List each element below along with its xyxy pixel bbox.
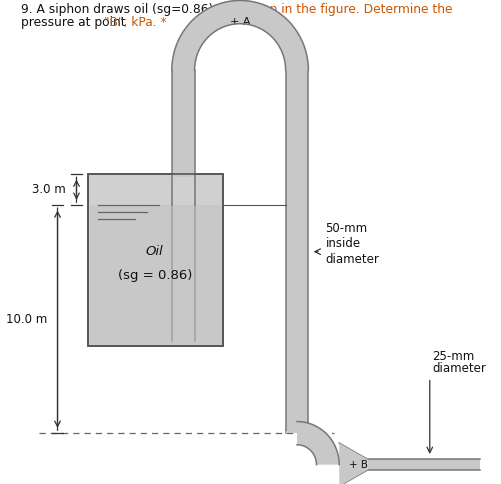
Text: 9. A siphon draws oil (sg=0.86): 9. A siphon draws oil (sg=0.86)	[21, 3, 216, 16]
Bar	[88, 174, 223, 346]
Text: diameter: diameter	[432, 362, 486, 375]
Bar	[88, 174, 223, 346]
Polygon shape	[172, 0, 309, 70]
Text: pressure at point: pressure at point	[21, 16, 129, 29]
Text: 10.0 m: 10.0 m	[6, 313, 47, 326]
Text: + A: + A	[230, 16, 250, 27]
Bar	[172, 70, 194, 177]
Text: as shown in the figure. Determine the: as shown in the figure. Determine the	[220, 3, 452, 16]
Polygon shape	[286, 431, 309, 433]
Text: inside: inside	[326, 238, 361, 250]
Bar	[90, 205, 222, 345]
Bar	[368, 459, 479, 470]
Text: + B: + B	[349, 460, 368, 469]
Text: diameter: diameter	[326, 253, 379, 266]
Text: 50-mm: 50-mm	[326, 222, 368, 235]
Text: 3.0 m: 3.0 m	[32, 183, 66, 196]
Text: 25-mm: 25-mm	[432, 350, 474, 363]
Text: "B", kPa. *: "B", kPa. *	[104, 16, 167, 29]
Bar	[286, 70, 309, 433]
Text: (sg = 0.86): (sg = 0.86)	[118, 270, 192, 282]
Polygon shape	[297, 422, 339, 465]
Polygon shape	[339, 443, 368, 484]
Text: Oil: Oil	[146, 245, 163, 258]
